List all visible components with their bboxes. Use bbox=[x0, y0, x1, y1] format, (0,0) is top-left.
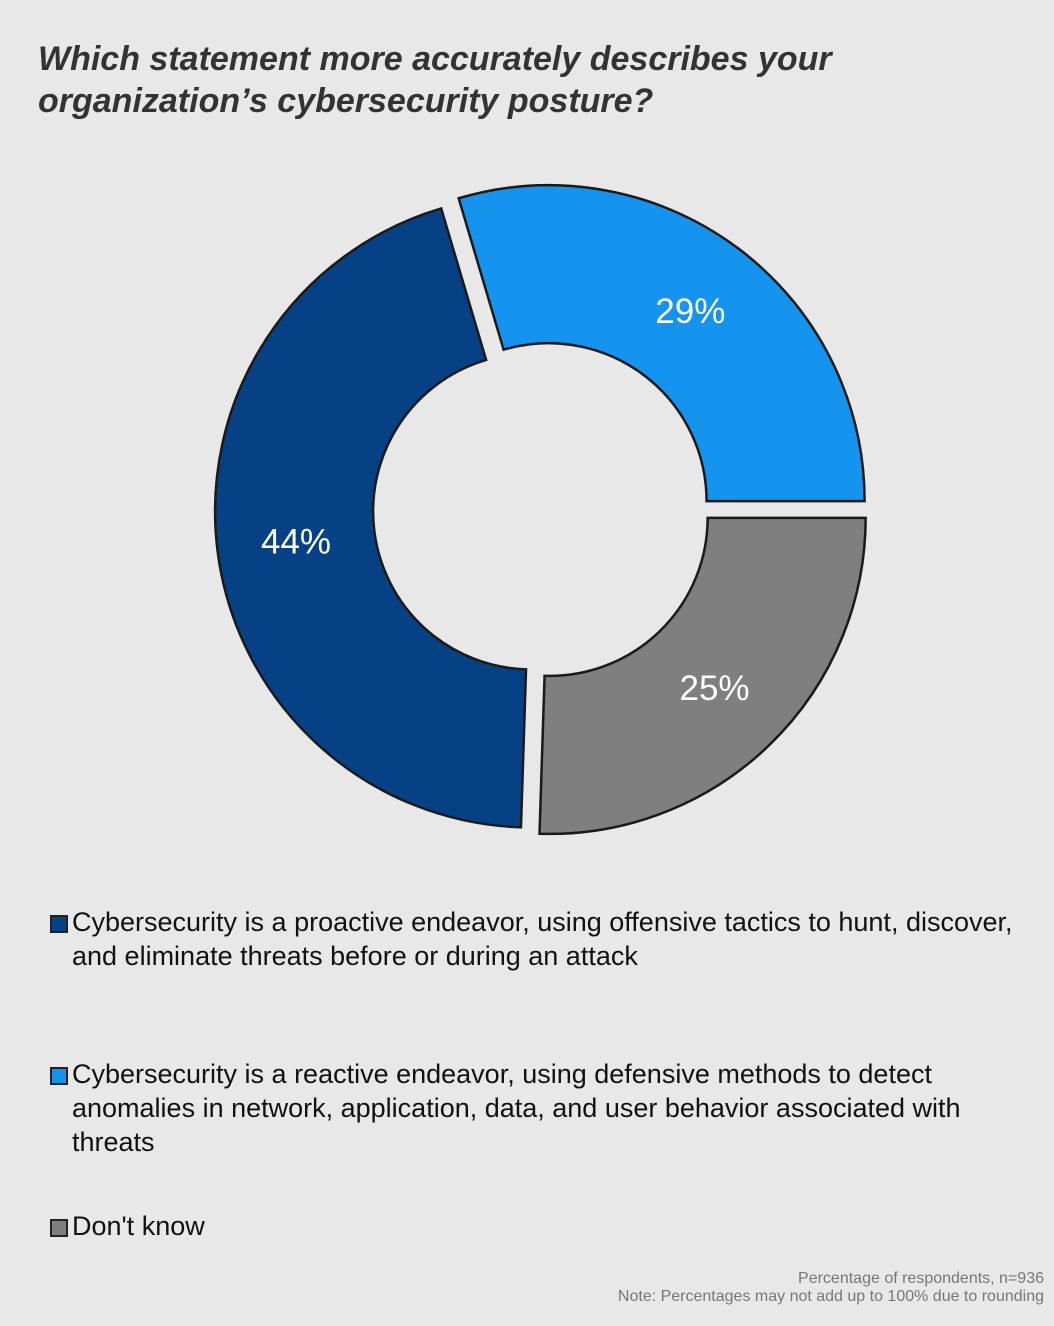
legend-swatch bbox=[50, 915, 68, 933]
legend-item-proactive: Cybersecurity is a proactive endeavor, u… bbox=[50, 905, 1020, 973]
donut-slice bbox=[538, 516, 867, 836]
donut-slice bbox=[457, 183, 866, 503]
legend-label: Cybersecurity is a proactive endeavor, u… bbox=[72, 907, 1013, 971]
data-label: 25% bbox=[679, 669, 749, 708]
footnote-sample: Percentage of respondents, n=936 bbox=[798, 1270, 1044, 1287]
legend-item-reactive: Cybersecurity is a reactive endeavor, us… bbox=[50, 1057, 1020, 1159]
footnotes: Percentage of respondents, n=936 Note: P… bbox=[618, 1270, 1044, 1306]
legend-swatch bbox=[50, 1067, 68, 1085]
data-label: 44% bbox=[261, 523, 331, 562]
legend-label: Cybersecurity is a reactive endeavor, us… bbox=[72, 1059, 961, 1157]
legend-item-dont-know: Don't know bbox=[50, 1209, 1020, 1243]
legend-swatch bbox=[50, 1219, 68, 1237]
legend-label: Don't know bbox=[72, 1211, 205, 1241]
chart-title: Which statement more accurately describe… bbox=[38, 40, 832, 120]
footnote-rounding: Note: Percentages may not add up to 100%… bbox=[617, 1288, 1044, 1305]
donut-chart: 25% 44% 29% bbox=[213, 183, 867, 836]
donut-slice bbox=[213, 206, 528, 829]
data-label: 29% bbox=[655, 292, 725, 331]
